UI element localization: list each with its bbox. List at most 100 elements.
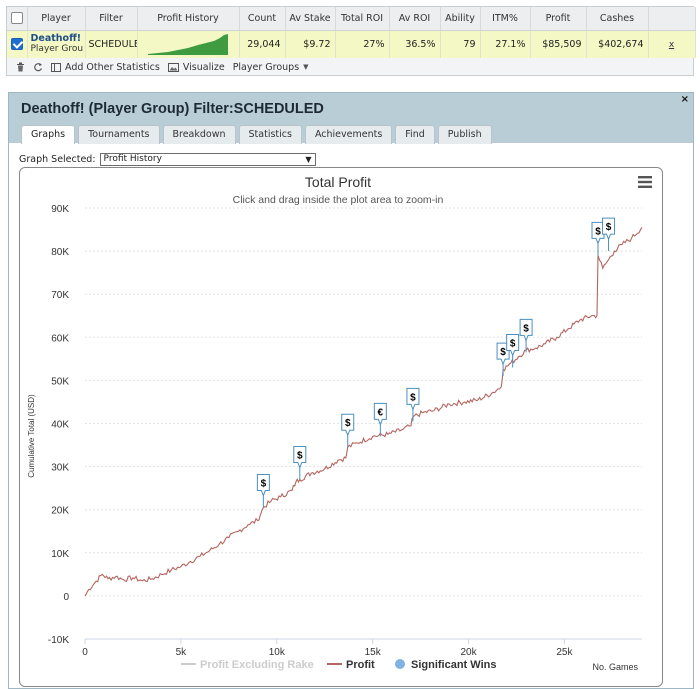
significant-win-flag[interactable]: $	[256, 474, 270, 508]
significant-win-flag-shape	[256, 474, 270, 497]
y-tick-label: 80K	[51, 247, 69, 258]
y-tick-label: -10K	[48, 635, 69, 646]
significant-win-flag[interactable]: $	[293, 446, 307, 480]
select-all-header[interactable]	[7, 7, 28, 31]
y-tick-label: 50K	[51, 376, 69, 387]
x-axis-title: No. Games	[592, 662, 638, 672]
chart-series	[84, 227, 643, 597]
significant-win-flag[interactable]: €	[373, 402, 387, 437]
chart-gridlines	[85, 207, 642, 640]
y-tick-label: 60K	[51, 333, 69, 344]
chevron-down-icon: ▼	[305, 155, 312, 164]
y-tick-label: 70K	[51, 290, 69, 301]
tab-graphs[interactable]: Graphs	[21, 125, 76, 144]
panel-title: Deathoff! (Player Group) Filter:SCHEDULE…	[21, 101, 324, 117]
remove-row-link[interactable]: x	[668, 39, 675, 50]
x-tick-label: 10k	[269, 647, 286, 658]
significant-win-flag[interactable]: $	[519, 318, 533, 353]
profit-history-sparkline[interactable]	[148, 33, 228, 56]
x-tick-label: 20k	[460, 647, 477, 658]
profit-history-cell[interactable]	[137, 30, 240, 58]
cashes-cell: $402,674	[586, 30, 649, 58]
player-stats-grid: Player Filter Profit History Count Av St…	[6, 6, 696, 76]
select-all-checkbox[interactable]	[10, 12, 23, 25]
player-cell[interactable]: Deathoff! Player Grou	[27, 30, 86, 58]
close-icon[interactable]: ×	[680, 94, 689, 105]
graph-selector: Graph Selected: Profit History ▼	[19, 153, 316, 166]
column-header-count[interactable]: Count	[239, 7, 286, 31]
graph-select[interactable]: Profit History ▼	[99, 153, 316, 166]
significant-win-flag[interactable]: $	[602, 217, 616, 252]
column-header-cashes[interactable]: Cashes	[586, 7, 649, 31]
visualize-button[interactable]: Visualize	[167, 61, 225, 73]
y-axis-title: Cumulative Total (USD)	[27, 394, 36, 478]
tab-tournaments[interactable]: Tournaments	[78, 125, 160, 144]
tab-publish[interactable]: Publish	[437, 125, 492, 144]
tab-statistics[interactable]: Statistics	[238, 125, 302, 144]
graph-select-value: Profit History	[103, 154, 162, 164]
tab-breakdown[interactable]: Breakdown	[162, 125, 236, 144]
x-axis-labels: 0 5k 10k 15k 20k 25k	[82, 639, 574, 658]
significant-win-label: $	[510, 338, 516, 349]
column-header-filter[interactable]: Filter	[85, 7, 138, 31]
x-tick-label: 25k	[556, 647, 573, 658]
stats-table: Player Filter Profit History Count Av St…	[7, 7, 696, 58]
profit-chart[interactable]: Total Profit Click and drag inside the p…	[20, 168, 662, 686]
table-row[interactable]: Deathoff! Player Grou SCHEDULE 29,044 $9…	[7, 30, 696, 58]
significant-win-label: $	[261, 479, 267, 490]
significant-win-label: $	[500, 347, 506, 358]
column-header-ability[interactable]: Ability	[440, 7, 481, 31]
x-tick-label: 0	[82, 647, 88, 658]
count-cell: 29,044	[239, 30, 286, 58]
significant-win-label: $	[523, 323, 529, 334]
filter-cell: SCHEDULE	[85, 30, 138, 58]
significant-win-flag[interactable]: $	[341, 413, 355, 448]
row-checkbox[interactable]	[10, 38, 23, 51]
player-name-link[interactable]: Deathoff!	[30, 33, 82, 45]
panel-header: Deathoff! (Player Group) Filter:SCHEDULE…	[9, 93, 693, 144]
legend-item-profit-excluding-rake[interactable]: Profit Excluding Rake	[181, 659, 314, 671]
profit-series-line[interactable]	[84, 227, 643, 597]
chart-title: Total Profit	[305, 174, 371, 190]
graph-selected-label: Graph Selected:	[19, 154, 96, 165]
significant-win-flag-shape	[373, 402, 387, 426]
table-header-row: Player Filter Profit History Count Av St…	[7, 7, 696, 31]
chart-menu-icon[interactable]	[638, 176, 652, 188]
legend-item-profit[interactable]: Profit	[327, 659, 375, 671]
column-header-remove	[648, 7, 696, 31]
significant-win-flag-shape	[341, 413, 355, 437]
column-header-total-roi[interactable]: Total ROI	[335, 7, 390, 31]
tab-achievements[interactable]: Achievements	[304, 125, 393, 144]
significant-win-label: $	[410, 392, 416, 403]
significant-win-label: $	[345, 418, 351, 429]
significant-win-flag[interactable]: $	[506, 333, 520, 368]
profit-chart-container[interactable]: Total Profit Click and drag inside the p…	[19, 167, 663, 687]
chart-subtitle: Click and drag inside the plot area to z…	[233, 194, 444, 206]
column-header-player[interactable]: Player	[27, 7, 86, 31]
column-header-profit[interactable]: Profit	[530, 7, 587, 31]
add-other-statistics-button[interactable]: Add Other Statistics	[51, 62, 160, 73]
column-header-profit-history[interactable]: Profit History	[137, 7, 240, 31]
remove-row-cell[interactable]: x	[648, 30, 696, 58]
significant-win-flag[interactable]: $	[406, 387, 420, 422]
tab-find[interactable]: Find	[395, 125, 435, 144]
legend-item-significant-wins[interactable]: Significant Wins	[395, 659, 496, 671]
player-groups-label: Player Groups	[232, 61, 300, 73]
column-header-itm[interactable]: ITM%	[480, 7, 531, 31]
av-stake-cell: $9.72	[285, 30, 336, 58]
row-select-cell[interactable]	[7, 30, 28, 58]
total-roi-cell: 27%	[335, 30, 390, 58]
visualize-label: Visualize	[182, 61, 225, 73]
refresh-icon[interactable]	[33, 62, 43, 72]
column-header-av-roi[interactable]: Av ROI	[389, 7, 441, 31]
player-groups-dropdown[interactable]: Player Groups ▼	[233, 62, 309, 73]
player-group-panel: Deathoff! (Player Group) Filter:SCHEDULE…	[8, 92, 694, 689]
column-header-av-stake[interactable]: Av Stake	[285, 7, 336, 31]
legend-label-profit: Profit	[346, 659, 375, 671]
x-tick-label: 15k	[365, 647, 382, 658]
y-tick-label: 10K	[51, 549, 69, 560]
chart-legend: Profit Excluding Rake Profit Significant…	[181, 659, 496, 671]
av-roi-cell: 36.5%	[389, 30, 441, 58]
trash-icon[interactable]	[15, 62, 25, 72]
significant-win-flag-shape	[519, 318, 533, 342]
